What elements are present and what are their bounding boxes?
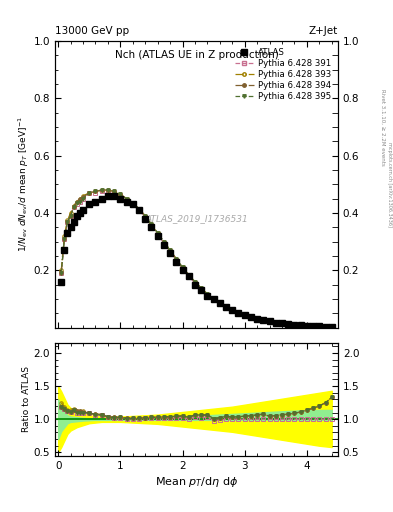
Text: Nch (ATLAS UE in Z production): Nch (ATLAS UE in Z production) xyxy=(115,50,278,59)
X-axis label: Mean $p_T$/d$\eta$ d$\phi$: Mean $p_T$/d$\eta$ d$\phi$ xyxy=(155,475,238,489)
Legend: ATLAS, Pythia 6.428 391, Pythia 6.428 393, Pythia 6.428 394, Pythia 6.428 395: ATLAS, Pythia 6.428 391, Pythia 6.428 39… xyxy=(232,45,334,104)
Text: mcplots.cern.ch [arXiv:1306.3436]: mcplots.cern.ch [arXiv:1306.3436] xyxy=(387,142,391,227)
Y-axis label: Ratio to ATLAS: Ratio to ATLAS xyxy=(22,367,31,432)
Y-axis label: $1/N_\mathrm{ev}\ dN_\mathrm{ev}/d\ \mathrm{mean}\ p_T\ [\mathrm{GeV}]^{-1}$: $1/N_\mathrm{ev}\ dN_\mathrm{ev}/d\ \mat… xyxy=(17,116,31,252)
Text: 13000 GeV pp: 13000 GeV pp xyxy=(55,26,129,36)
Text: ATLAS_2019_I1736531: ATLAS_2019_I1736531 xyxy=(145,214,248,223)
Text: Rivet 3.1.10, ≥ 2.2M events: Rivet 3.1.10, ≥ 2.2M events xyxy=(381,89,386,165)
Text: Z+Jet: Z+Jet xyxy=(309,26,338,36)
